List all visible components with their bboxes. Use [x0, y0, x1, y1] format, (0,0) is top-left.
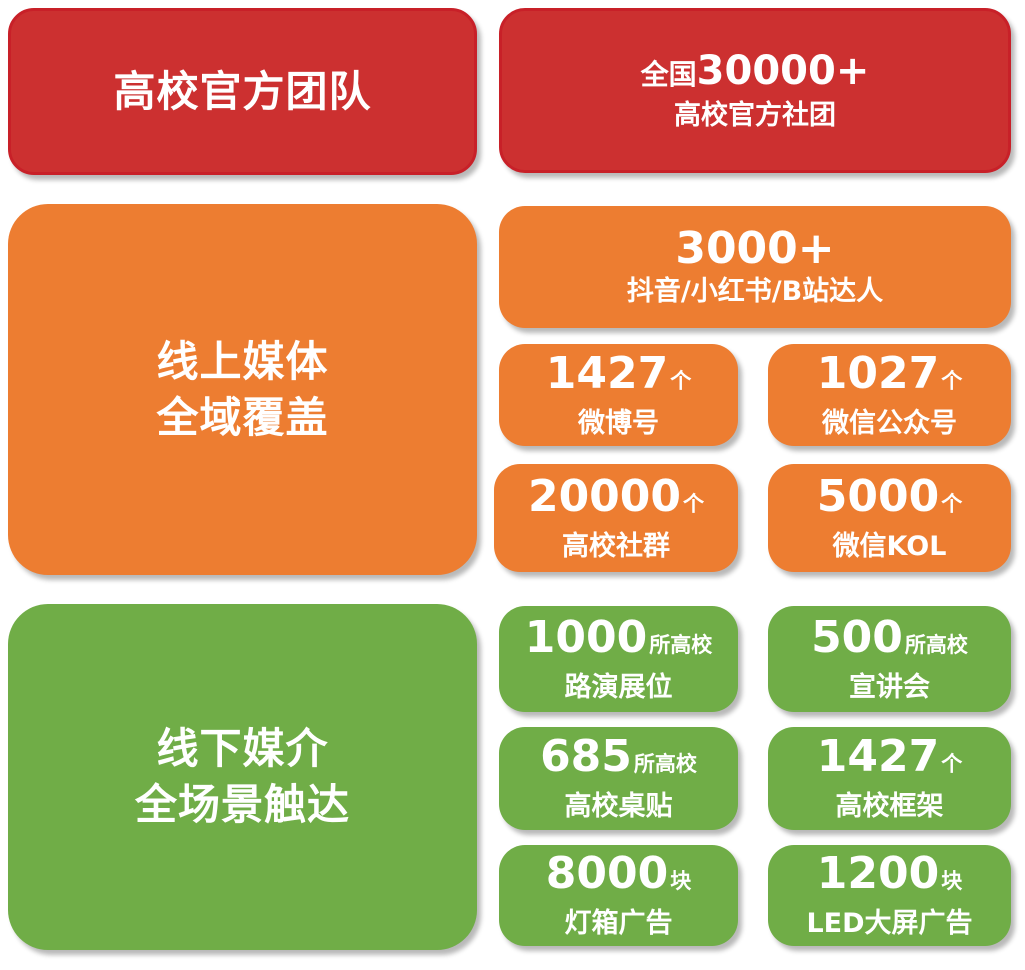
team-stat-prefix: 全国 [640, 57, 697, 91]
online-stat-card: 1427个 微博号 [499, 344, 738, 446]
team-stat-card: 全国30000+ 高校官方社团 [499, 8, 1011, 173]
stat-value: 685 [540, 731, 632, 782]
team-title: 高校官方团队 [113, 66, 372, 116]
team-stat-label: 高校官方社团 [674, 99, 836, 131]
stat-label: 灯箱广告 [564, 908, 673, 939]
offline-stat-card: 8000块 灯箱广告 [499, 845, 738, 946]
stat-value: 1427 [816, 731, 940, 782]
stat-label: 微信公众号 [822, 407, 957, 439]
stat-unit: 个 [683, 491, 705, 516]
offline-stat-card: 685所高校 高校桌贴 [499, 727, 738, 830]
stat-value: 1000 [524, 611, 648, 663]
online-title-line1: 线上媒体 [156, 336, 329, 386]
stat-value: 1200 [816, 848, 940, 899]
stat-unit: 个 [670, 368, 692, 393]
offline-title-line1: 线下媒介 [156, 724, 329, 773]
stat-unit: 个 [941, 491, 963, 516]
online-stat-card: 1027个 微信公众号 [768, 344, 1011, 446]
offline-stat-card: 1000所高校 路演展位 [499, 606, 738, 712]
online-title-line2: 全域覆盖 [156, 392, 329, 442]
stat-label: 宣讲会 [849, 671, 930, 703]
stat-label: 微博号 [578, 407, 659, 439]
stat-label: 高校框架 [835, 791, 944, 822]
online-title-card: 线上媒体 全域覆盖 [8, 204, 477, 575]
stat-value: 20000 [527, 470, 682, 522]
online-top-card: 3000+ 抖音/小红书/B站达人 [499, 206, 1011, 328]
stat-unit: 个 [941, 368, 963, 393]
online-top-value: 3000+ [675, 223, 835, 274]
stat-value: 8000 [545, 848, 669, 899]
offline-stat-card: 1427个 高校框架 [768, 727, 1011, 830]
stat-value: 1027 [816, 347, 940, 399]
stat-value: 500 [811, 611, 903, 663]
stat-unit: 个 [941, 752, 963, 776]
stat-unit: 所高校 [633, 752, 697, 776]
offline-title-line2: 全场景触达 [134, 780, 350, 829]
stat-value: 1427 [545, 347, 669, 399]
stat-unit: 块 [941, 869, 963, 893]
stat-unit: 所高校 [904, 632, 968, 657]
stat-label: LED大屏广告 [806, 908, 973, 939]
team-stat-value: 30000+ [696, 47, 870, 94]
online-top-label: 抖音/小红书/B站达人 [626, 276, 884, 307]
stat-label: 路演展位 [564, 671, 673, 703]
stat-unit: 所高校 [649, 632, 713, 657]
online-stat-card: 5000个 微信KOL [768, 464, 1011, 572]
stat-label: 高校社群 [562, 530, 670, 562]
team-stat-value-line: 全国30000+ [641, 48, 870, 98]
stat-value: 5000 [816, 470, 940, 522]
offline-stat-card: 500所高校 宣讲会 [768, 606, 1011, 712]
online-stat-card: 20000个 高校社群 [494, 464, 738, 572]
offline-stat-card: 1200块 LED大屏广告 [768, 845, 1011, 946]
stat-unit: 块 [670, 869, 692, 893]
stat-label: 微信KOL [832, 530, 947, 562]
stat-label: 高校桌贴 [564, 791, 673, 822]
offline-title-card: 线下媒介 全场景触达 [8, 604, 477, 950]
team-title-card: 高校官方团队 [8, 8, 477, 175]
